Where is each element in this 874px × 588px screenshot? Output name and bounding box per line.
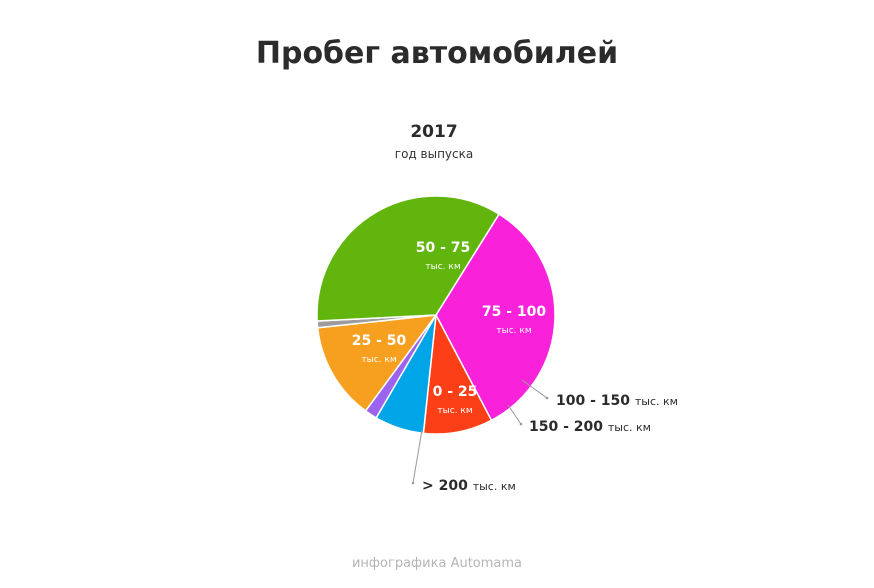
slice-label-100-150: 100 - 150 тыс. км [556, 393, 678, 409]
pie-slices [316, 195, 556, 435]
slice-label-25-50: 25 - 50 [352, 333, 407, 349]
pie-slice-50-75 [435, 213, 556, 422]
leader-dot-200 [411, 481, 415, 485]
leader-lines [411, 379, 549, 485]
leader-line-150-200 [507, 404, 522, 425]
page-title: Пробег автомобилей [255, 36, 619, 71]
chart-title: 2017 [410, 122, 458, 142]
chart-subtitle: год выпуска [394, 147, 474, 161]
leader-line-200 [412, 429, 423, 484]
credit-text: инфографика Automama [351, 556, 523, 571]
slice-label-0-25: 0 - 25 [433, 384, 478, 400]
slice-label-75-100: 75 - 100 [482, 304, 547, 320]
pie-slice-25-50 [316, 195, 501, 322]
slice-label-200: > 200 тыс. км [422, 478, 516, 494]
slice-unit-25-50: тыс. км [361, 355, 396, 365]
slice-labels: 50 - 75 тыс. км 75 - 100 тыс. км 100 - 150 т… [352, 240, 678, 494]
pie-slice-0-25 [316, 314, 438, 412]
leader-dot-100-150 [545, 396, 549, 400]
leader-line-100-150 [521, 379, 548, 399]
slice-unit-0-25: тыс. км [437, 406, 472, 416]
slice-label-50-75: 50 - 75 [416, 240, 471, 256]
slice-unit-75-100: тыс. км [496, 326, 531, 336]
leader-dot-150-200 [519, 422, 523, 426]
slice-label-150-200: 150 - 200 тыс. км [529, 419, 651, 435]
slice-unit-50-75: тыс. км [425, 262, 460, 272]
